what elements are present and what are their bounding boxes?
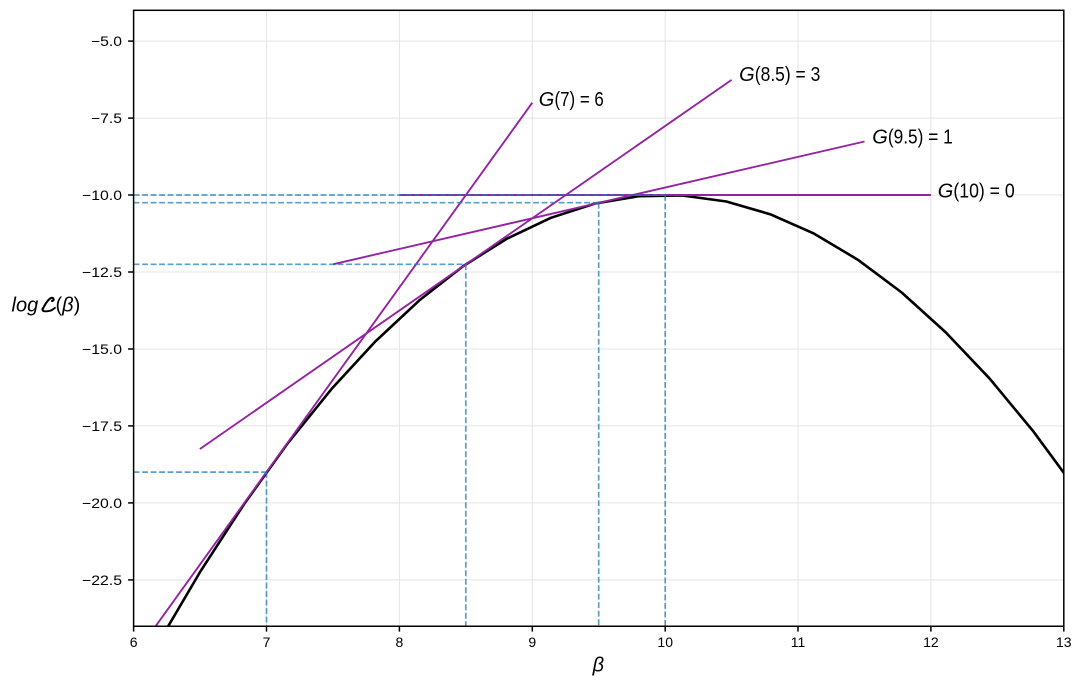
svg-text:β: β — [592, 655, 604, 677]
svg-text:7: 7 — [263, 634, 271, 650]
svg-text:G: G — [539, 89, 555, 111]
svg-text:9: 9 — [528, 634, 536, 650]
svg-text:(7) = 6: (7) = 6 — [555, 89, 604, 111]
svg-text:−7.5: −7.5 — [91, 110, 122, 126]
svg-text:−17.5: −17.5 — [82, 418, 122, 434]
svg-text:(8.5) = 3: (8.5) = 3 — [755, 64, 821, 86]
svg-text:G: G — [739, 64, 755, 86]
svg-text:13: 13 — [1056, 634, 1072, 650]
svg-text:−10.0: −10.0 — [82, 187, 122, 203]
svg-text:(9.5) = 1: (9.5) = 1 — [888, 126, 953, 148]
svg-text:G: G — [938, 181, 954, 203]
svg-text:12: 12 — [923, 634, 939, 650]
svg-text:G: G — [872, 126, 888, 148]
svg-text:(β): (β) — [56, 295, 81, 317]
svg-text:(10) = 0: (10) = 0 — [953, 181, 1014, 203]
svg-text:8: 8 — [396, 634, 404, 650]
svg-text:−20.0: −20.0 — [82, 495, 122, 511]
svg-text:−5.0: −5.0 — [91, 33, 122, 49]
svg-text:−22.5: −22.5 — [82, 572, 122, 588]
svg-text:6: 6 — [130, 634, 138, 650]
svg-text:−12.5: −12.5 — [82, 264, 122, 280]
svg-text:11: 11 — [791, 634, 806, 650]
svg-text:log: log — [12, 295, 39, 317]
svg-text:−15.0: −15.0 — [82, 341, 122, 357]
svg-text:10: 10 — [657, 634, 673, 650]
